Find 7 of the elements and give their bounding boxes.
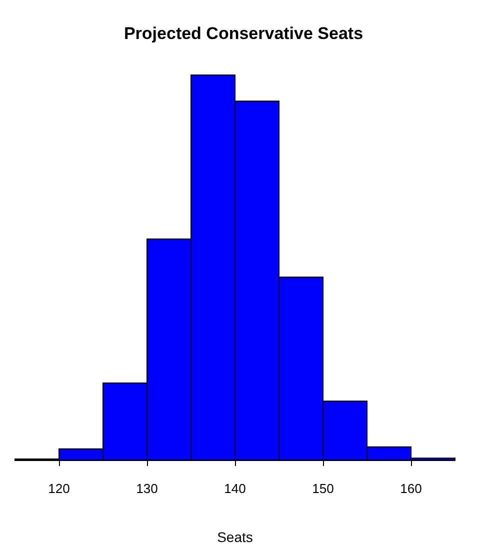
x-tick-label: 160 <box>400 481 422 496</box>
x-tick-label: 120 <box>48 481 70 496</box>
x-axis-title: Seats <box>217 529 253 545</box>
x-tick-label: 150 <box>312 481 334 496</box>
x-tick-label: 130 <box>136 481 158 496</box>
x-tick-label: 140 <box>224 481 246 496</box>
chart-title: Projected Conservative Seats <box>124 24 364 43</box>
